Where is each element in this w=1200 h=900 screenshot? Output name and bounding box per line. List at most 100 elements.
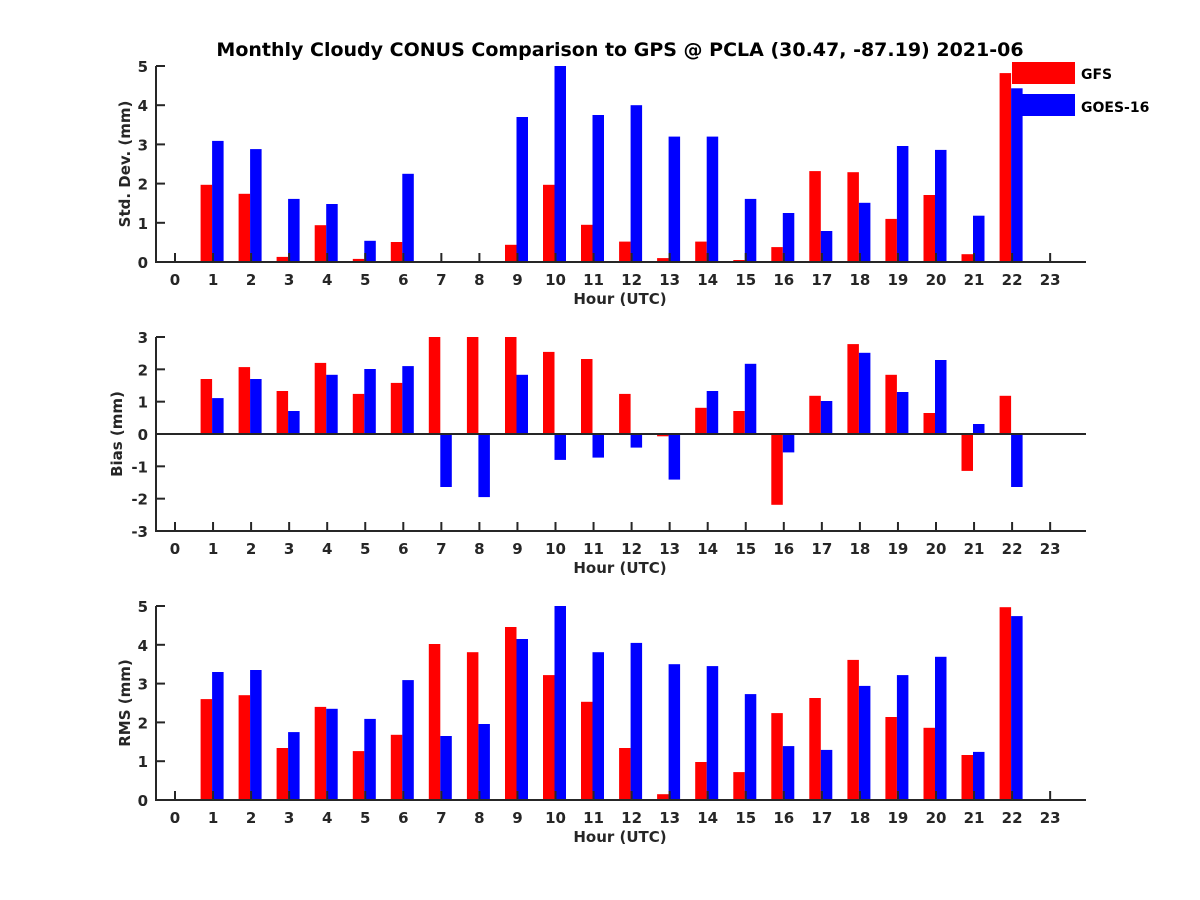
bar-gfs-hour-6 xyxy=(390,734,403,800)
x-tick-label: 16 xyxy=(773,271,794,289)
x-tick-label: 1 xyxy=(208,540,218,558)
bar-goes16-hour-10 xyxy=(554,606,566,800)
bar-goes16-hour-19 xyxy=(896,146,909,262)
bar-gfs-hour-1 xyxy=(200,184,213,262)
y-axis-label: RMS (mm) xyxy=(116,659,134,746)
x-tick-label: 2 xyxy=(246,540,256,558)
y-tick-label: 2 xyxy=(138,176,148,194)
x-tick-label: 10 xyxy=(545,809,566,827)
x-tick-label: 17 xyxy=(811,271,832,289)
bar-gfs-hour-6 xyxy=(390,242,403,262)
x-tick-label: 19 xyxy=(888,540,909,558)
x-tick-label: 22 xyxy=(1002,809,1023,827)
bar-goes16-hour-19 xyxy=(896,392,909,434)
x-tick-label: 13 xyxy=(659,540,680,558)
y-tick-label: 5 xyxy=(138,58,148,76)
bar-goes16-hour-20 xyxy=(935,360,947,434)
x-tick-label: 10 xyxy=(545,271,566,289)
y-axis-label: Std. Dev. (mm) xyxy=(116,101,134,228)
bar-goes16-hour-9 xyxy=(516,117,528,262)
bar-gfs-hour-16 xyxy=(771,713,783,800)
bar-gfs-hour-15 xyxy=(733,772,745,800)
x-tick-label: 18 xyxy=(849,271,870,289)
y-axis-label: Bias (mm) xyxy=(108,391,126,477)
bar-gfs-hour-5 xyxy=(352,258,365,262)
bar-gfs-hour-19 xyxy=(885,717,897,800)
bar-goes16-hour-12 xyxy=(630,642,643,800)
x-tick-label: 8 xyxy=(474,271,484,289)
bar-gfs-hour-17 xyxy=(809,698,821,800)
bar-gfs-hour-19 xyxy=(885,218,897,262)
x-tick-label: 16 xyxy=(773,540,794,558)
x-tick-label: 3 xyxy=(284,540,294,558)
y-tick-label: 2 xyxy=(138,361,148,379)
bar-goes16-hour-22 xyxy=(1011,434,1023,487)
y-tick-label: 0 xyxy=(138,426,148,444)
x-tick-label: 5 xyxy=(360,271,370,289)
bar-gfs-hour-1 xyxy=(200,699,213,800)
bar-goes16-hour-16 xyxy=(782,434,795,453)
x-tick-label: 8 xyxy=(474,809,484,827)
bar-gfs-hour-12 xyxy=(619,241,631,262)
x-tick-label: 6 xyxy=(398,540,408,558)
bar-gfs-hour-20 xyxy=(923,727,935,800)
bar-gfs-hour-3 xyxy=(276,256,289,262)
bar-gfs-hour-14 xyxy=(695,407,707,434)
x-tick-label: 6 xyxy=(398,271,408,289)
bar-goes16-hour-14 xyxy=(706,666,719,800)
bar-gfs-hour-10 xyxy=(543,351,555,434)
y-tick-label: 1 xyxy=(138,215,148,233)
x-tick-label: 22 xyxy=(1002,271,1023,289)
x-tick-label: 14 xyxy=(697,809,718,827)
bar-gfs-hour-10 xyxy=(543,675,555,800)
bar-goes16-hour-11 xyxy=(592,434,604,458)
bar-goes16-hour-13 xyxy=(668,434,681,480)
bar-goes16-hour-10 xyxy=(554,66,566,262)
bar-goes16-hour-4 xyxy=(326,374,338,434)
x-tick-label: 21 xyxy=(964,540,985,558)
y-tick-label: 3 xyxy=(138,136,148,154)
x-tick-label: 7 xyxy=(436,540,446,558)
y-tick-label: -3 xyxy=(131,523,148,541)
legend-swatch-gfs xyxy=(1012,62,1075,84)
x-tick-label: 0 xyxy=(170,271,180,289)
x-tick-label: 14 xyxy=(697,540,718,558)
bar-goes16-hour-6 xyxy=(402,366,414,434)
bar-gfs-hour-16 xyxy=(771,247,783,262)
bar-gfs-hour-14 xyxy=(695,762,707,800)
bar-gfs-hour-18 xyxy=(847,344,859,434)
x-tick-label: 1 xyxy=(208,271,218,289)
bar-goes16-hour-8 xyxy=(478,434,490,498)
y-tick-label: 5 xyxy=(138,598,148,616)
bar-goes16-hour-12 xyxy=(630,434,643,448)
y-tick-label: 0 xyxy=(138,254,148,272)
bar-goes16-hour-1 xyxy=(212,140,224,262)
bar-goes16-hour-15 xyxy=(744,694,757,800)
x-tick-label: 19 xyxy=(888,809,909,827)
bar-goes16-hour-17 xyxy=(820,231,833,262)
x-tick-label: 11 xyxy=(583,809,604,827)
x-tick-label: 23 xyxy=(1040,540,1061,558)
bar-gfs-hour-22 xyxy=(999,607,1012,800)
bar-goes16-hour-6 xyxy=(402,680,414,800)
bar-gfs-hour-11 xyxy=(581,224,593,262)
y-tick-label: 0 xyxy=(138,792,148,810)
x-tick-label: 3 xyxy=(284,809,294,827)
bar-gfs-hour-2 xyxy=(238,367,251,434)
bar-goes16-hour-21 xyxy=(973,215,985,262)
x-tick-label: 4 xyxy=(322,540,332,558)
bar-gfs-hour-20 xyxy=(923,413,935,434)
y-tick-label: 4 xyxy=(138,97,148,115)
bar-gfs-hour-12 xyxy=(619,393,631,434)
x-tick-label: 19 xyxy=(888,271,909,289)
x-tick-label: 4 xyxy=(322,271,332,289)
x-tick-label: 13 xyxy=(659,271,680,289)
x-tick-label: 14 xyxy=(697,271,718,289)
bar-goes16-hour-1 xyxy=(212,672,224,800)
x-tick-label: 23 xyxy=(1040,809,1061,827)
x-tick-label: 0 xyxy=(170,540,180,558)
bar-goes16-hour-16 xyxy=(782,213,795,262)
bar-goes16-hour-2 xyxy=(250,149,262,262)
